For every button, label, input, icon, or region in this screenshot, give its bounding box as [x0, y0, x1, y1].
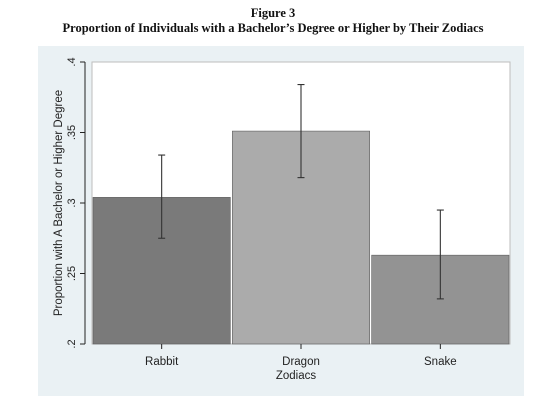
x-axis-title: Zodiacs [276, 370, 317, 382]
y-tick-label: .25 [66, 266, 78, 281]
x-tick-label-snake: Snake [424, 356, 457, 368]
figure-title: Proportion of Individuals with a Bachelo… [62, 21, 484, 35]
y-tick-label: .4 [66, 57, 78, 66]
y-axis-title: Proportion with A Bachelor or Higher Deg… [53, 90, 65, 316]
y-tick-label: .35 [66, 125, 78, 140]
x-tick-label-dragon: Dragon [282, 356, 320, 368]
x-tick-label-rabbit: Rabbit [145, 356, 179, 368]
error-bar-dragon [297, 84, 305, 179]
error-bar-snake [436, 209, 444, 300]
y-tick-label: .2 [66, 339, 78, 348]
error-bar-rabbit [158, 154, 166, 239]
figure-heading: Figure 3 Proportion of Individuals with … [0, 6, 546, 36]
figure-number: Figure 3 [250, 6, 296, 20]
y-tick-label: .3 [66, 198, 78, 207]
